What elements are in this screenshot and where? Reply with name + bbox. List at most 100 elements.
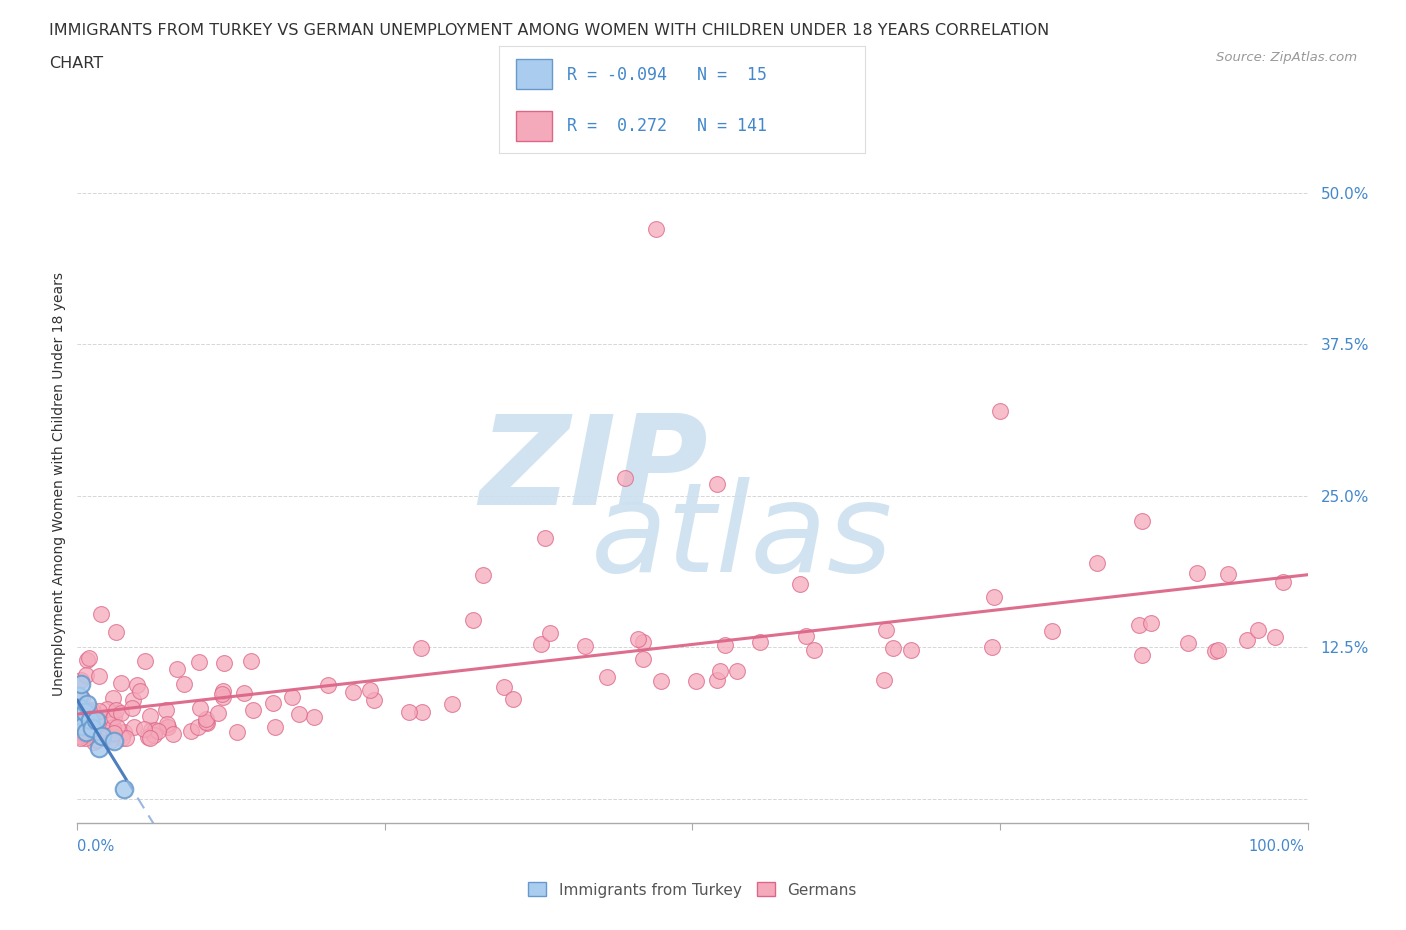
Point (162, 726, 184, 741)
Point (1264, 630, 1286, 644)
Point (633, 634, 655, 649)
Point (1040, 623, 1063, 638)
Point (1206, 643, 1229, 658)
Point (789, 577, 811, 591)
Point (441, 697, 464, 711)
Point (713, 637, 735, 652)
Point (83, 707, 105, 722)
Text: R = -0.094   N =  15: R = -0.094 N = 15 (567, 66, 766, 84)
Point (67, 729, 90, 744)
Point (89, 729, 111, 744)
Point (530, 637, 553, 652)
Point (302, 710, 325, 724)
Point (873, 672, 896, 687)
Point (112, 724, 135, 739)
Point (110, 705, 132, 720)
Point (316, 678, 339, 693)
Point (82, 703, 104, 718)
Point (211, 684, 233, 698)
Point (463, 612, 485, 627)
Point (122, 693, 145, 708)
Y-axis label: Unemployment Among Women with Children Under 18 years: Unemployment Among Women with Children U… (52, 272, 66, 696)
Point (143, 727, 166, 742)
Point (363, 693, 385, 708)
Point (110, 676, 132, 691)
Point (1236, 633, 1258, 648)
Point (794, 629, 817, 644)
Point (83, 735, 105, 750)
Point (134, 722, 156, 737)
Point (138, 709, 160, 724)
Point (706, 476, 728, 491)
Point (538, 626, 561, 641)
Point (75, 724, 97, 739)
Point (148, 724, 170, 738)
Point (1085, 556, 1108, 571)
Point (748, 635, 770, 650)
Point (709, 664, 731, 679)
Point (1216, 566, 1239, 581)
Point (89, 740, 111, 755)
Point (398, 705, 420, 720)
Text: 100.0%: 100.0% (1249, 839, 1305, 854)
Point (875, 623, 897, 638)
Point (87, 669, 110, 684)
Point (70, 691, 93, 706)
Point (212, 690, 235, 705)
Point (1128, 618, 1150, 632)
Point (980, 640, 1002, 655)
Point (207, 705, 229, 720)
Point (983, 590, 1005, 604)
Point (73, 704, 96, 719)
Point (100, 711, 122, 725)
Point (411, 705, 433, 720)
Point (73, 704, 96, 719)
Point (114, 730, 136, 745)
Point (79, 712, 101, 727)
Point (79, 714, 101, 729)
Point (1272, 575, 1295, 590)
Bar (516, 60, 553, 89)
Point (596, 670, 619, 684)
Point (129, 684, 152, 698)
Point (225, 724, 247, 739)
Point (100, 720, 122, 735)
Point (262, 696, 284, 711)
Point (1185, 565, 1208, 580)
Point (613, 470, 636, 485)
Point (706, 672, 728, 687)
Point (194, 715, 217, 730)
Point (988, 404, 1011, 418)
Point (69, 700, 91, 715)
Point (73, 731, 96, 746)
Point (342, 684, 364, 699)
Point (84, 712, 107, 727)
Point (97, 729, 120, 744)
Point (240, 654, 263, 669)
Point (409, 641, 432, 656)
Point (103, 733, 125, 748)
Point (195, 716, 218, 731)
Point (138, 730, 160, 745)
Point (127, 677, 149, 692)
Point (212, 656, 235, 671)
Point (803, 643, 825, 658)
Point (134, 653, 156, 668)
Point (631, 651, 654, 666)
Point (105, 720, 128, 735)
Point (75, 667, 97, 682)
Point (67, 688, 90, 703)
Point (156, 720, 179, 735)
Point (156, 717, 179, 732)
Point (82, 721, 104, 736)
Point (264, 720, 287, 735)
Point (281, 690, 304, 705)
Point (73, 728, 96, 743)
Text: CHART: CHART (49, 56, 103, 71)
Legend: Immigrants from Turkey, Germans: Immigrants from Turkey, Germans (522, 876, 863, 904)
Point (105, 703, 128, 718)
Point (98, 734, 121, 749)
Point (492, 679, 515, 694)
Point (650, 674, 672, 689)
Point (86, 727, 108, 742)
